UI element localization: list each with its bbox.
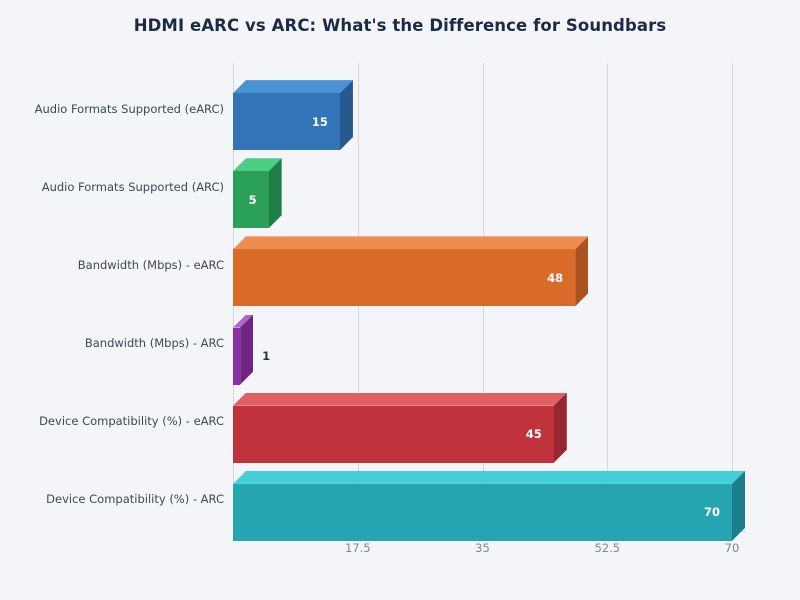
bar-front-face	[233, 93, 340, 151]
bar-top-face	[233, 392, 567, 406]
bar-top-face	[233, 236, 589, 250]
bar-front-face	[233, 483, 732, 541]
bar[interactable]	[233, 158, 282, 229]
gridline	[732, 63, 733, 532]
bar-top-face	[233, 80, 353, 94]
bar-value-label: 15	[311, 114, 328, 129]
bar-top-face	[233, 470, 745, 484]
bar-front-face	[233, 405, 554, 463]
bar[interactable]	[233, 236, 589, 307]
bar-value-label: 48	[547, 270, 564, 285]
bar-value-label: 5	[248, 192, 257, 207]
bar-side-face	[732, 470, 745, 541]
y-axis-label: Device Compatibility (%) - ARC	[46, 492, 224, 507]
bar-side-face	[553, 392, 567, 463]
y-axis-label: Bandwidth (Mbps) - eARC	[77, 257, 224, 272]
y-axis-label: Bandwidth (Mbps) - ARC	[84, 336, 224, 351]
bar[interactable]	[233, 80, 353, 151]
x-tick-label: 70	[724, 541, 740, 555]
y-axis-label: Audio Formats Supported (ARC)	[41, 179, 224, 194]
bar-value-label: 45	[525, 427, 542, 442]
bar-side-face	[240, 314, 254, 385]
y-axis-label: Audio Formats Supported (eARC)	[34, 101, 224, 116]
bar-value-label: 1	[262, 349, 271, 364]
bar-side-face	[268, 158, 282, 229]
bar-front-face	[233, 171, 269, 229]
x-tick-label: 52.5	[594, 541, 621, 555]
y-axis-label: Device Compatibility (%) - eARC	[39, 414, 224, 429]
bar-side-face	[339, 80, 353, 151]
plot-area: 15 5 48 1 45 70	[233, 63, 745, 541]
bar[interactable]	[233, 314, 254, 385]
bar-value-label: 70	[703, 505, 720, 520]
bar[interactable]	[233, 470, 745, 541]
x-tick-label: 35	[475, 541, 490, 555]
bar-front-face	[233, 327, 241, 385]
bar-top-face	[233, 158, 282, 172]
bar-front-face	[233, 249, 576, 307]
bar[interactable]	[233, 392, 567, 463]
chart-title: HDMI eARC vs ARC: What's the Difference …	[133, 16, 667, 35]
x-tick-label: 17.5	[344, 541, 371, 555]
bar-side-face	[575, 236, 589, 307]
y-axis-category-labels: Audio Formats Supported (eARC) Audio Form…	[0, 0, 224, 600]
gridline	[607, 63, 608, 532]
